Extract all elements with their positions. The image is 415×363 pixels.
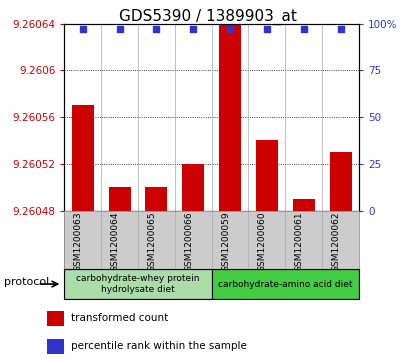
Text: carbohydrate-whey protein
hydrolysate diet: carbohydrate-whey protein hydrolysate di… [76,274,200,294]
Point [264,26,270,32]
Text: GSM1200060: GSM1200060 [258,212,267,272]
Bar [219,24,241,211]
Text: GSM1200064: GSM1200064 [110,212,120,272]
Bar [330,152,352,211]
Point [153,26,160,32]
Text: transformed count: transformed count [71,313,168,323]
Text: GSM1200063: GSM1200063 [74,212,83,272]
Bar [64,269,212,299]
Bar [109,187,131,211]
Text: GSM1200066: GSM1200066 [184,212,193,272]
Bar [72,105,94,211]
Point [337,26,344,32]
Bar [145,187,168,211]
Bar [182,164,204,211]
Point [227,26,233,32]
Point [300,26,307,32]
Bar [212,269,359,299]
Text: GSM1200065: GSM1200065 [147,212,156,272]
Bar [47,311,64,326]
Text: percentile rank within the sample: percentile rank within the sample [71,340,247,351]
Text: carbohydrate-amino acid diet: carbohydrate-amino acid diet [218,280,353,289]
Point [79,26,86,32]
Text: GDS5390 / 1389903_at: GDS5390 / 1389903_at [119,9,296,25]
Point [116,26,123,32]
Bar [293,199,315,211]
Text: GSM1200059: GSM1200059 [221,212,230,272]
Bar [256,140,278,211]
Text: GSM1200061: GSM1200061 [295,212,304,272]
Bar [47,339,64,354]
Text: protocol: protocol [4,277,49,287]
Point [190,26,197,32]
Text: GSM1200062: GSM1200062 [332,212,341,272]
